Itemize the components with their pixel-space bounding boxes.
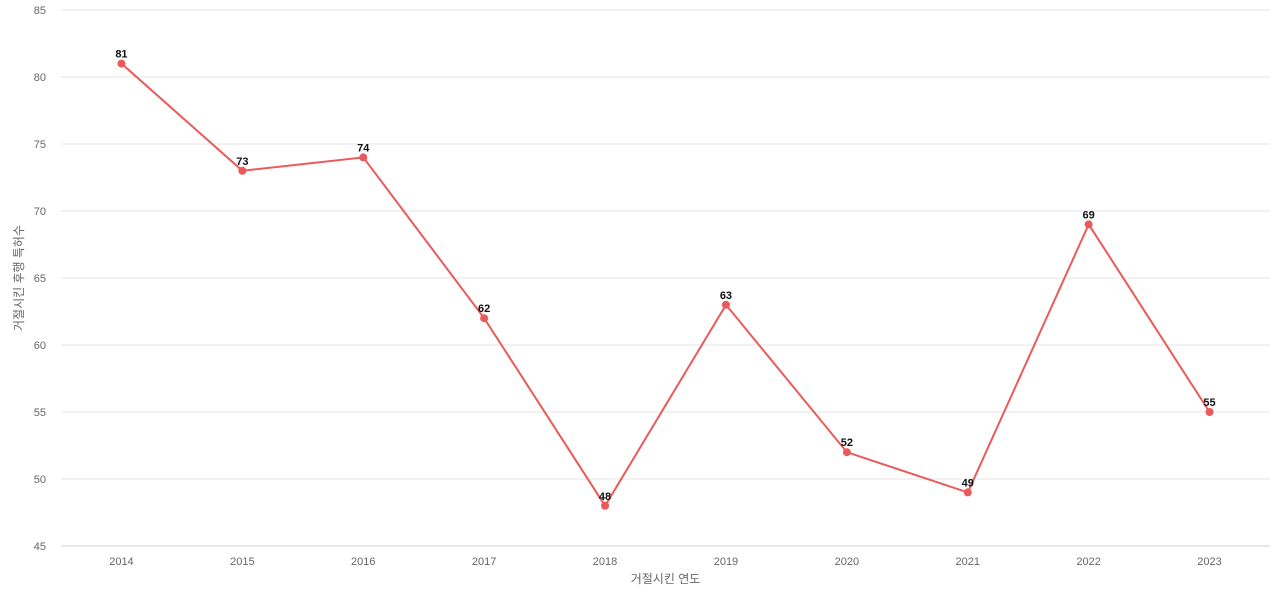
data-point <box>359 153 368 162</box>
data-point <box>117 59 126 68</box>
grid-layer <box>61 9 1270 547</box>
y-tick-label: 80 <box>34 72 46 84</box>
x-axis-ticks: 2014 2015 2016 2017 2018 2019 2020 2021 2022 2023 <box>109 556 1222 568</box>
series-line <box>120 62 1211 508</box>
series-layer <box>117 59 1214 510</box>
y-tick-label: 65 <box>34 273 46 285</box>
data-point <box>842 448 851 457</box>
x-tick-label: 2021 <box>956 556 980 568</box>
data-point <box>963 488 972 497</box>
data-point <box>601 501 610 510</box>
y-tick-label: 70 <box>34 206 46 218</box>
x-tick-label: 2020 <box>835 556 859 568</box>
x-tick-label: 2018 <box>593 556 617 568</box>
y-tick-label: 50 <box>34 474 46 486</box>
data-label: 48 <box>599 491 611 503</box>
y-tick-label: 60 <box>34 340 46 352</box>
y-axis-ticks: 45 50 55 60 65 70 75 80 85 <box>34 5 46 553</box>
data-label: 81 <box>115 49 127 61</box>
data-label: 62 <box>478 303 490 315</box>
data-point <box>238 166 247 175</box>
y-tick-label: 45 <box>34 541 46 553</box>
x-axis-title: 거절시킨 연도 <box>631 572 701 586</box>
x-tick-label: 2016 <box>351 556 375 568</box>
x-tick-label: 2022 <box>1076 556 1100 568</box>
data-label: 52 <box>841 437 853 449</box>
data-label: 55 <box>1203 397 1215 409</box>
data-label: 74 <box>357 142 370 154</box>
data-point <box>1084 220 1093 229</box>
data-label: 49 <box>962 477 974 489</box>
x-tick-label: 2023 <box>1197 556 1221 568</box>
y-tick-label: 55 <box>34 407 46 419</box>
x-tick-label: 2019 <box>714 556 738 568</box>
y-axis-title: 거절시킨 후행 특허수 <box>11 225 26 331</box>
data-label: 73 <box>236 156 248 168</box>
y-tick-label: 85 <box>34 5 46 17</box>
y-tick-label: 75 <box>34 139 46 151</box>
x-tick-label: 2015 <box>230 556 254 568</box>
data-labels: 81 73 74 62 48 63 52 49 69 55 <box>115 49 1215 503</box>
x-tick-label: 2014 <box>109 556 133 568</box>
data-point <box>1205 408 1214 416</box>
data-point <box>721 300 730 309</box>
data-label: 63 <box>720 290 732 302</box>
x-tick-label: 2017 <box>472 556 496 568</box>
data-label: 69 <box>1083 209 1095 221</box>
data-point <box>480 314 489 323</box>
